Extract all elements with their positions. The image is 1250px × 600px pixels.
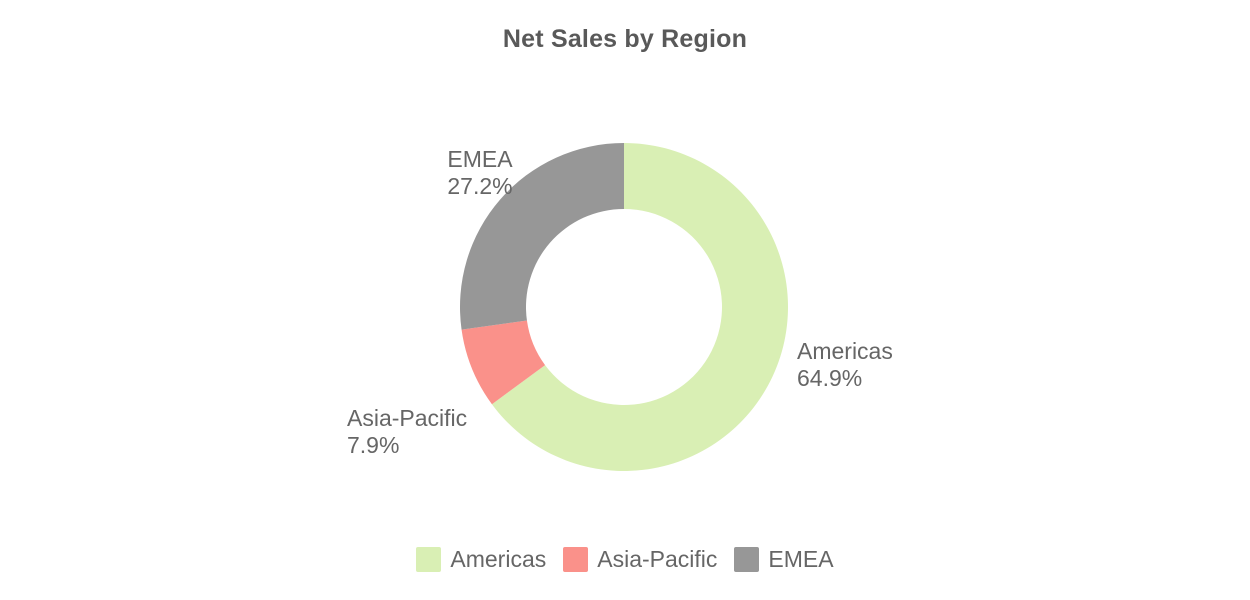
legend-item-asia-pacific[interactable]: Asia-Pacific [563, 546, 717, 573]
slice-label-name: Americas [797, 338, 893, 364]
legend-label[interactable]: Americas [450, 546, 547, 572]
slice-label-emea: EMEA 27.2% [447, 146, 512, 200]
legend-swatch[interactable] [563, 547, 589, 572]
slice-label-value: 7.9% [347, 432, 400, 458]
legend-item-emea[interactable]: EMEA [734, 546, 834, 573]
legend-swatch[interactable] [416, 547, 442, 572]
slice-label-value: 64.9% [797, 365, 863, 391]
pie-segment-asia-pacific[interactable] [461, 320, 546, 405]
pie-segment-americas[interactable] [491, 143, 788, 471]
slice-label-americas: Americas 64.9% [797, 338, 893, 392]
legend-label[interactable]: EMEA [768, 546, 834, 572]
legend-item-americas[interactable]: Americas [416, 546, 546, 573]
slice-label-asia-pacific: Asia-Pacific 7.9% [347, 405, 467, 459]
legend-swatch[interactable] [734, 547, 760, 572]
chart-legend: Americas Asia-Pacific EMEA [0, 546, 1250, 573]
chart-title: Net Sales by Region [502, 25, 748, 53]
pie-segment-emea[interactable] [459, 142, 624, 330]
slice-label-name: EMEA [447, 146, 513, 172]
slice-label-name: Asia-Pacific [347, 405, 468, 431]
legend-label[interactable]: Asia-Pacific [597, 546, 718, 572]
donut-chart [459, 142, 788, 471]
slice-label-value: 27.2% [447, 173, 513, 199]
